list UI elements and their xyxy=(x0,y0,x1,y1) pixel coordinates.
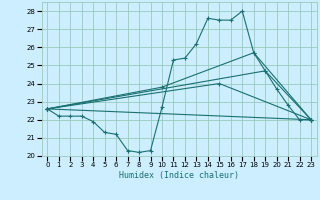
X-axis label: Humidex (Indice chaleur): Humidex (Indice chaleur) xyxy=(119,171,239,180)
